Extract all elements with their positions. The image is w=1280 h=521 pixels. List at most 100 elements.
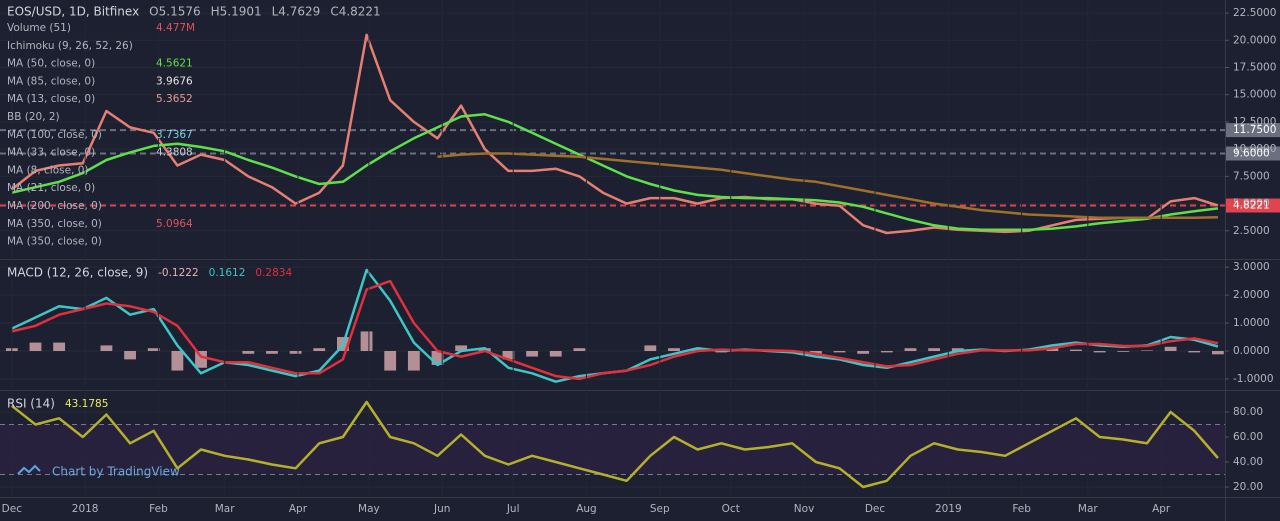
histogram-bar [1117,350,1130,352]
histogram-bar [1046,348,1059,351]
y-tick-label: -1.0000 [1233,373,1274,385]
y-tick-label: 17.5000 [1233,61,1276,73]
pane-title: MACD (12, 26, close, 9) [7,266,148,280]
x-tick-label: Feb [149,503,168,515]
series-line [11,113,1219,231]
histogram-bar [455,345,468,351]
x-tick-label: Mar [1078,503,1098,515]
histogram-bar [691,348,704,351]
histogram-bar [431,350,444,365]
histogram-bar [644,345,657,351]
x-tick-label: Apr [1152,503,1171,515]
histogram-bar [242,350,255,354]
histogram-bar [573,348,586,351]
indicator-value: 0.2834 [255,267,292,279]
x-tick-label: 2019 [935,503,962,515]
y-tick-label: 80.00 [1233,406,1263,418]
y-tick-label: 2.0000 [1233,289,1270,301]
series-line [11,33,1219,235]
y-tick-label: 2.5000 [1233,225,1270,237]
series-line [11,279,1219,381]
x-tick-label: Dec [2,503,23,515]
watermark-logo [17,464,41,475]
x-tick-label: Mar [215,503,235,515]
price-label: 4.8221 [1233,200,1270,212]
indicator-label: BB (20, 2) [7,111,60,123]
histogram-bar [289,350,302,354]
y-tick-label: 22.5000 [1233,7,1276,19]
histogram-bar [1070,349,1082,351]
indicator-value: 43.1785 [65,398,108,410]
histogram-bar [360,331,373,351]
histogram-bar [1188,350,1201,353]
y-tick-label: 15.0000 [1233,89,1276,101]
histogram-bar [124,350,136,360]
level-band [0,424,1225,475]
ohlc-value: O5.1576 [149,5,200,19]
x-tick-label: Feb [1012,503,1031,515]
price-label-box [1226,146,1280,161]
ohlc-value: C4.8221 [330,5,380,19]
histogram-bar [384,350,397,371]
indicator-label: MA (200, close, 0) [7,200,102,212]
histogram-bar [1141,350,1153,351]
indicator-label: MA (8, close, 0) [7,164,89,176]
histogram-bar [100,345,113,351]
histogram-bar [904,348,917,351]
histogram-bar [407,350,420,371]
pane-title: RSI (14) [7,397,55,411]
y-tick-label: 20.00 [1233,481,1263,493]
histogram-bar [195,350,207,368]
x-tick-label: Jul [506,503,520,515]
x-tick-label: Jun [433,503,450,515]
indicator-label: Ichimoku (9, 26, 52, 26) [7,40,133,52]
indicator-label: MA (33, close, 0) [7,147,95,159]
labels: 2.5000 5.0000 7.5000 10.0000 12.5000 15.0000 1… [2,5,1277,516]
indicator-value: 0.1612 [209,267,246,279]
histogram-bar [951,348,964,351]
histogram-bar [1211,350,1224,355]
indicator-label: MA (100, close, 0) [7,129,102,141]
y-tick-label: 60.00 [1233,431,1263,443]
marks [0,12,1280,489]
indicator-label: MA (85, close, 0) [7,75,95,87]
indicator-label: MA (21, close, 0) [7,182,95,194]
x-tick-label: Sep [650,503,670,515]
indicator-value: 5.3652 [156,93,193,105]
indicator-value: -0.1222 [158,267,199,279]
indicator-value: 4.3808 [156,147,193,159]
price-label-box [1226,198,1280,213]
histogram-bar [549,350,562,357]
histogram-bar [526,350,539,357]
histogram-bar [809,350,822,354]
x-tick-label: Nov [794,503,815,515]
indicator-value: 3.7367 [156,129,193,141]
histogram-bar [53,342,66,351]
histogram-bar [928,348,941,351]
histogram-bar [880,350,893,353]
indicator-label: MA (350, close, 0) [7,218,102,230]
x-tick-label: 2018 [72,503,99,515]
histogram-bar [29,342,42,351]
y-tick-label: 1.0000 [1233,317,1270,329]
ohlc-value: H5.1901 [211,5,262,19]
indicator-label: MA (50, close, 0) [7,58,95,70]
histogram-bar [1164,346,1177,351]
indicator-label: MA (13, close, 0) [7,93,95,105]
histogram-bar [502,350,515,360]
histogram-bar [668,348,680,351]
y-tick-label: 5.0000 [1233,198,1270,210]
histogram-bar [857,350,870,354]
x-tick-label: May [358,503,380,515]
y-tick-label: 7.5000 [1233,170,1270,182]
price-label: 9.6000 [1233,147,1270,159]
y-tick-label: 20.0000 [1233,34,1276,46]
x-tick-label: Aug [576,503,597,515]
pane-title: EOS/USD, 1D, Bitfinex [7,5,139,19]
indicator-value: 4.5621 [156,58,193,70]
watermark: Chart by TradingView [52,465,180,479]
series-line [11,400,1219,489]
indicator-value: 4.477M [156,22,195,34]
y-tick-label: 12.5000 [1233,116,1276,128]
